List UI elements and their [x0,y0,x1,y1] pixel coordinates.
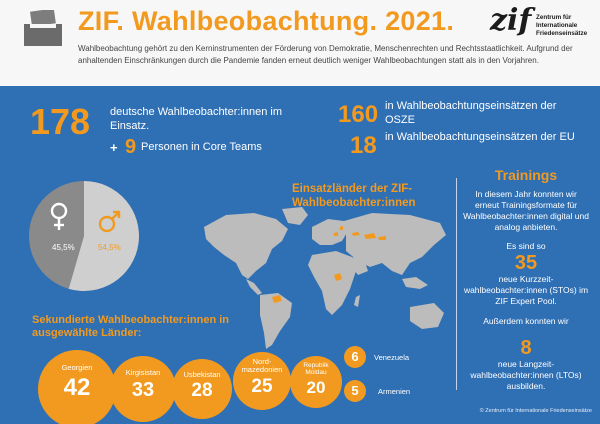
zif-logo: zif Zentrum für Internationale Friedense… [490,6,590,47]
country-value: 6 [351,349,359,364]
world-map [204,207,446,349]
page-title: ZIF. Wahlbeobachtung. 2021. [78,6,455,36]
deployment-countries [272,226,386,303]
header-banner: ZIF. Wahlbeobachtung. 2021. zif Zentrum … [0,0,600,86]
map-georgia-armenia [352,232,360,236]
country-value: 33 [131,379,155,401]
pie-slice-female [29,181,84,289]
osce-count: 160 [338,101,379,128]
female-symbol-icon [50,202,68,230]
section-divider [456,178,457,390]
core-team-label: Personen in Core Teams [141,141,262,153]
logo-word: zif [490,3,532,38]
country-name: Usbekistan [183,370,221,379]
pie-slice-male [68,181,140,291]
country-circle-venezuela: 6 [344,346,366,368]
observers-label: deutsche Wahlbeobachter:innen im Einsatz… [110,106,283,132]
map-title: Einsatzländer der ZIF-Wahlbeobachter:inn… [292,183,416,209]
country-name: Nord-mazedonien [241,357,283,375]
eu-count: 18 [350,132,377,159]
country-circle-north-macedonia: Nord-mazedonien 25 [233,352,291,410]
country-name: Georgien [61,363,93,372]
trainings-title: Trainings [494,167,558,183]
long-term-count: 8 [520,337,532,359]
copyright-note: © Zentrum für Internationale Friedensein… [479,408,592,414]
core-team-count: 9 [125,136,137,158]
long-term-text: neue Langzeit-wahlbeobachter:innen (LTOs… [470,359,582,391]
country-name: Republik Moldau [303,362,329,377]
gender-pie-chart: 45,5% 54,5% [29,181,140,291]
country-circle-armenia: 5 [344,380,366,402]
trainings-intro: In diesem Jahr konnten wir erneut Traini… [463,189,589,232]
country-value: 42 [63,374,91,401]
country-value: 20 [306,378,326,397]
trainings-lead-1: Es sind so [506,241,546,251]
trainings-lead-2: Außerdem konnten wir [483,316,569,326]
female-percentage-label: 45,5% [52,243,75,252]
secondments-title: Sekundierte Wahlbeobachter:innen in ausg… [32,314,230,340]
osce-label: in Wahlbeobachtungseinsätzen der OSZE [385,100,557,126]
male-symbol-icon [98,210,121,233]
country-value: 28 [191,380,213,401]
observers-count: 178 [30,101,91,142]
plus-sign: + [110,140,118,155]
country-value: 5 [351,383,359,398]
map-moldova [340,226,343,230]
country-name: Kirgisistan [125,368,161,377]
world-map-land [204,207,446,349]
map-africa-mission [334,273,342,281]
male-percentage-label: 54,5% [98,243,121,252]
map-uzbekistan [364,233,376,239]
country-circle-georgia: Georgien 42 [38,350,116,424]
logo-organization-name: Zentrum für Internationale Friedenseinsä… [536,14,588,37]
ballot-box-icon [24,10,62,46]
intro-text: Wahlbeobachtung gehört zu den Kerninstru… [78,44,573,65]
country-value: 25 [251,376,273,397]
country-circle-uzbekistan: Usbekistan 28 [172,359,232,419]
map-kyrgyzstan [378,236,386,240]
country-circle-kyrgyzstan: Kirgisistan 33 [110,356,176,422]
map-north-macedonia [334,232,338,236]
short-term-text: neue Kurzzeit-wahlbeobachter:innen (STOs… [463,274,589,306]
venezuela-label: Venezuela [374,353,410,362]
country-circle-moldova: Republik Moldau 20 [290,356,342,408]
eu-label: in Wahlbeobachtungseinsätzen der EU [385,131,575,143]
map-venezuela [272,295,282,303]
armenia-label: Armenien [378,387,411,396]
short-term-count: 35 [514,252,538,274]
